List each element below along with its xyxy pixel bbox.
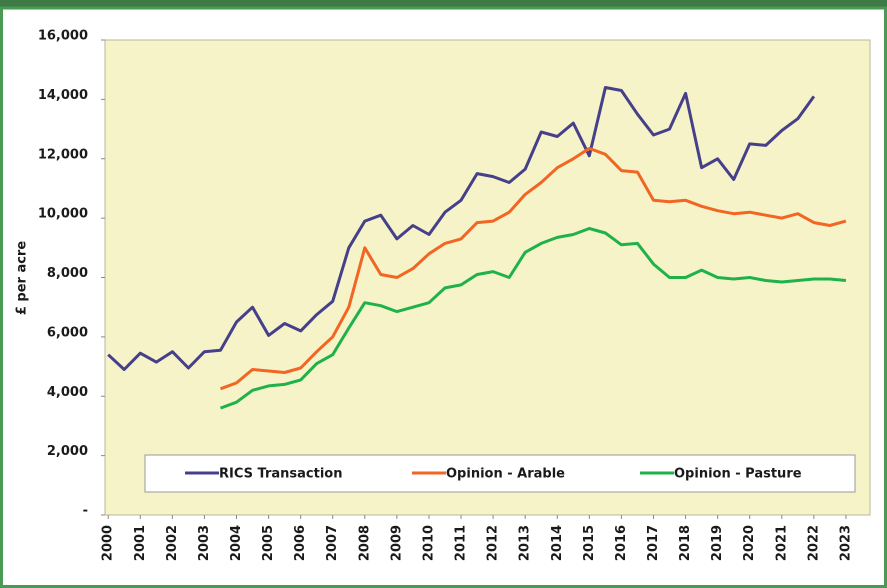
series-line <box>107 86 816 371</box>
x-tick-label: 2009 <box>389 525 404 561</box>
x-tick-label: 2012 <box>486 525 501 561</box>
x-tick-label: 2013 <box>518 525 533 561</box>
x-tick-label: 2017 <box>646 525 661 561</box>
x-tick-label: 2016 <box>614 525 629 561</box>
y-tick-label: 12,000 <box>38 147 88 162</box>
x-tick-label: 2021 <box>774 525 789 561</box>
y-tick-label: 8,000 <box>47 266 88 281</box>
y-axis-label: £ per acre <box>15 241 30 316</box>
x-tick-label: 2023 <box>838 525 853 561</box>
legend-label: Opinion - Arable <box>446 467 565 482</box>
x-tick-label: 2004 <box>229 525 244 561</box>
series-line <box>219 146 847 391</box>
x-tick-label: 2011 <box>454 525 469 561</box>
y-tick-label: 4,000 <box>47 385 88 400</box>
x-tick-label: 2022 <box>806 525 821 561</box>
x-tick-label: 2015 <box>582 525 597 561</box>
x-tick-label: 2014 <box>550 525 565 561</box>
x-tick-label: 2018 <box>678 525 693 561</box>
series-line <box>219 227 847 410</box>
legend-label: RICS Transaction <box>219 467 342 482</box>
x-tick-label: 2006 <box>293 525 308 561</box>
x-tick-label: 2005 <box>261 525 276 561</box>
top-bar <box>0 0 887 8</box>
y-tick-label: - <box>83 504 88 519</box>
y-tick-label: 2,000 <box>47 444 88 459</box>
y-tick-label: 6,000 <box>47 325 88 340</box>
x-tick-label: 2002 <box>165 525 180 561</box>
x-tick-label: 2020 <box>742 525 757 561</box>
frame <box>0 6 887 588</box>
y-tick-label: 16,000 <box>38 29 88 44</box>
y-tick-label: 10,000 <box>38 207 88 222</box>
x-tick-label: 2007 <box>325 525 340 561</box>
x-tick-label: 2001 <box>133 525 148 561</box>
x-tick-label: 2019 <box>710 525 725 561</box>
x-tick-label: 2008 <box>357 525 372 561</box>
x-tick-label: 2003 <box>197 525 212 561</box>
x-tick-label: 2000 <box>101 525 116 561</box>
legend-box <box>144 454 856 493</box>
legend-label: Opinion - Pasture <box>674 467 802 482</box>
x-tick-label: 2010 <box>421 525 436 561</box>
y-tick-label: 14,000 <box>38 88 88 103</box>
